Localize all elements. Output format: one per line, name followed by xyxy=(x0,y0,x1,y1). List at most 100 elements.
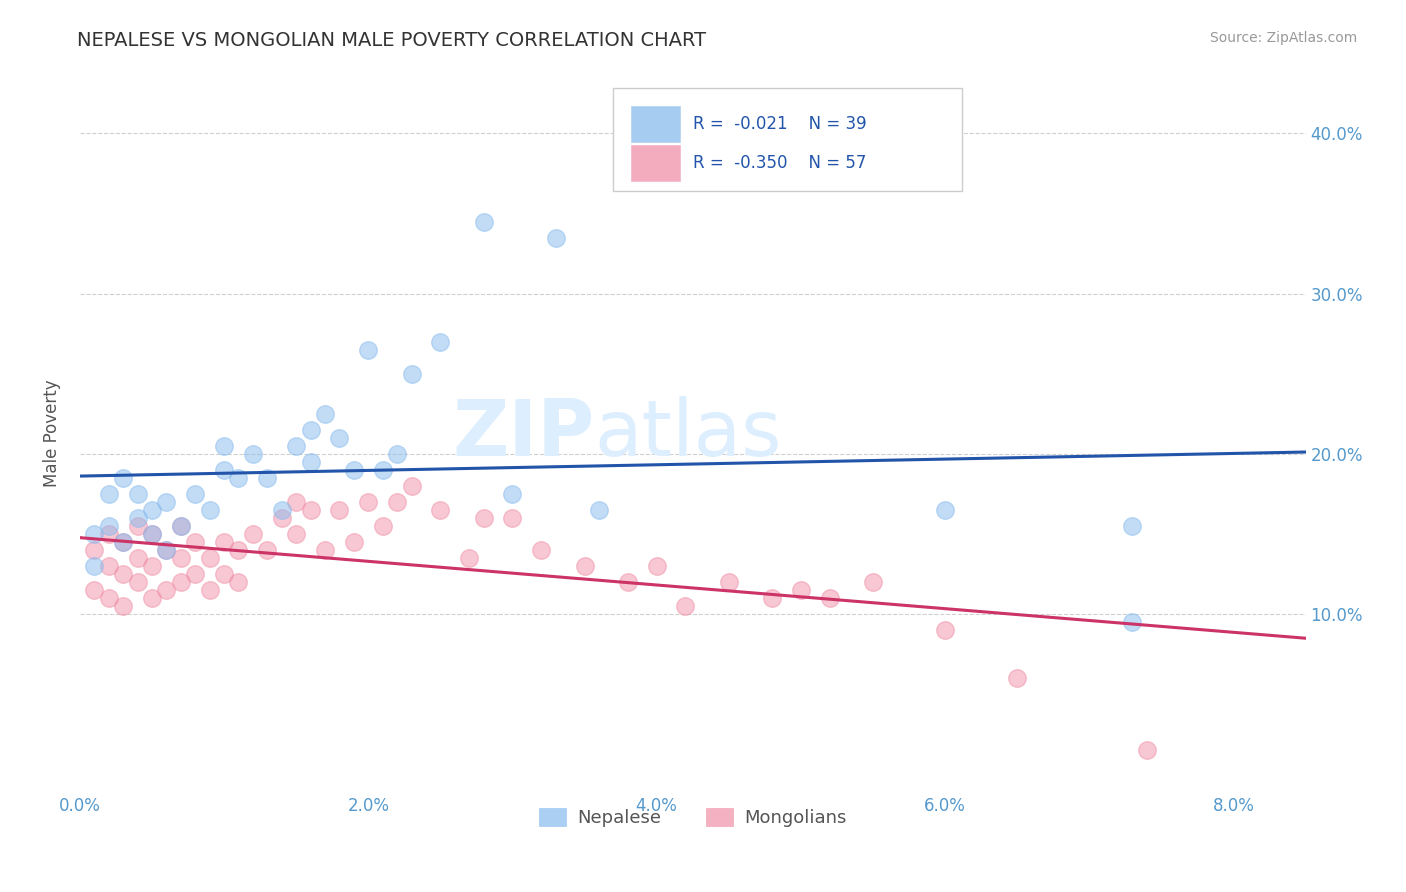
Point xyxy=(1136,743,1159,757)
Point xyxy=(501,486,523,500)
Point xyxy=(170,550,193,565)
Point xyxy=(270,510,292,524)
Point xyxy=(385,494,408,508)
Point xyxy=(228,471,250,485)
Point xyxy=(112,534,135,549)
Text: R =  -0.350    N = 57: R = -0.350 N = 57 xyxy=(693,154,866,172)
Point xyxy=(1121,518,1143,533)
Point xyxy=(198,582,221,597)
Point xyxy=(357,343,380,357)
Point xyxy=(97,486,120,500)
Point xyxy=(472,510,495,524)
Point xyxy=(212,439,235,453)
Point xyxy=(299,423,322,437)
Point xyxy=(141,558,163,573)
Point xyxy=(112,471,135,485)
Point xyxy=(141,502,163,516)
Point xyxy=(112,566,135,581)
Point xyxy=(299,502,322,516)
Point xyxy=(141,591,163,605)
Point xyxy=(155,542,177,557)
Point xyxy=(1121,615,1143,629)
Point xyxy=(343,534,366,549)
Point xyxy=(717,574,740,589)
Bar xyxy=(631,145,681,181)
Text: NEPALESE VS MONGOLIAN MALE POVERTY CORRELATION CHART: NEPALESE VS MONGOLIAN MALE POVERTY CORRE… xyxy=(77,31,706,50)
Point xyxy=(328,431,350,445)
Point xyxy=(675,599,697,613)
Point xyxy=(127,574,149,589)
Legend: Nepalese, Mongolians: Nepalese, Mongolians xyxy=(531,800,853,834)
Point xyxy=(285,439,308,453)
Point xyxy=(401,479,423,493)
Point xyxy=(127,518,149,533)
Point xyxy=(97,518,120,533)
Point xyxy=(170,574,193,589)
Point xyxy=(862,574,884,589)
Point xyxy=(256,471,278,485)
Point xyxy=(83,558,105,573)
Point xyxy=(83,582,105,597)
Point xyxy=(934,623,956,637)
Point xyxy=(371,463,394,477)
Point xyxy=(385,447,408,461)
Point xyxy=(429,502,451,516)
Point xyxy=(458,550,481,565)
Point xyxy=(155,494,177,508)
Point xyxy=(371,518,394,533)
Point xyxy=(256,542,278,557)
Point xyxy=(429,334,451,349)
Point xyxy=(184,534,207,549)
Point xyxy=(212,463,235,477)
Point xyxy=(314,407,336,421)
Point xyxy=(112,534,135,549)
Point xyxy=(544,230,567,244)
Point xyxy=(127,550,149,565)
Y-axis label: Male Poverty: Male Poverty xyxy=(44,380,60,488)
Point xyxy=(501,510,523,524)
Point xyxy=(761,591,783,605)
Point xyxy=(228,542,250,557)
Point xyxy=(270,502,292,516)
Text: Source: ZipAtlas.com: Source: ZipAtlas.com xyxy=(1209,31,1357,45)
Point xyxy=(141,526,163,541)
Point xyxy=(617,574,640,589)
Text: atlas: atlas xyxy=(595,396,782,472)
Point xyxy=(285,526,308,541)
Point xyxy=(328,502,350,516)
Point xyxy=(645,558,668,573)
Point xyxy=(83,526,105,541)
Text: ZIP: ZIP xyxy=(453,396,595,472)
Point xyxy=(97,591,120,605)
Point xyxy=(1005,671,1028,685)
Point xyxy=(127,510,149,524)
Point xyxy=(588,502,610,516)
Point xyxy=(112,599,135,613)
Point xyxy=(198,550,221,565)
Point xyxy=(184,566,207,581)
Text: R =  -0.021    N = 39: R = -0.021 N = 39 xyxy=(693,115,866,133)
Point xyxy=(97,558,120,573)
Point xyxy=(155,582,177,597)
Point xyxy=(285,494,308,508)
Point xyxy=(141,526,163,541)
Bar xyxy=(631,106,681,142)
Point xyxy=(242,447,264,461)
Point xyxy=(212,534,235,549)
Point xyxy=(184,486,207,500)
Point xyxy=(574,558,596,573)
Point xyxy=(127,486,149,500)
Point xyxy=(83,542,105,557)
Point xyxy=(299,455,322,469)
Point xyxy=(530,542,553,557)
Point xyxy=(242,526,264,541)
Point xyxy=(212,566,235,581)
Point xyxy=(97,526,120,541)
Point xyxy=(155,542,177,557)
Point xyxy=(401,367,423,381)
Point xyxy=(934,502,956,516)
Point xyxy=(170,518,193,533)
Point xyxy=(343,463,366,477)
Point xyxy=(314,542,336,557)
Point xyxy=(357,494,380,508)
